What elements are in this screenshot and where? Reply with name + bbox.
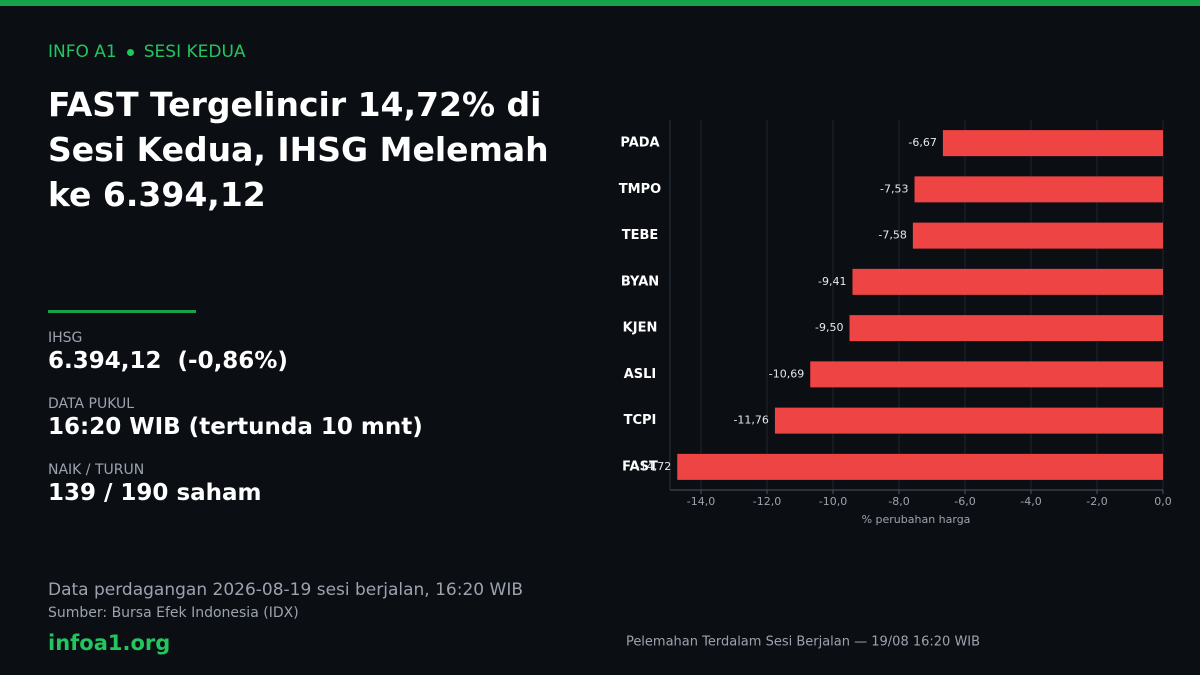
stat: NAIK / TURUN 139 / 190 saham: [48, 462, 262, 506]
bar: [677, 453, 1163, 480]
x-tick-label: -2,0: [1086, 495, 1107, 508]
x-axis-label: % perubahan harga: [862, 513, 971, 526]
source: Sumber: Bursa Efek Indonesia (IDX): [48, 605, 299, 621]
value-label: -7,53: [880, 182, 908, 195]
brand: INFO A1: [48, 42, 117, 62]
kicker: INFO A1 SESI KEDUA: [48, 42, 246, 62]
stat-value: 6.394,12 (-0,86%): [48, 348, 288, 374]
top-bar: [0, 0, 1200, 6]
category-label: PADA: [620, 136, 659, 151]
stat-label: DATA PUKUL: [48, 396, 135, 412]
stat-label: IHSG: [48, 330, 83, 346]
value-label: -9,41: [818, 275, 846, 288]
x-tick-label: -6,0: [954, 495, 975, 508]
chart-caption: Pelemahan Terdalam Sesi Berjalan — 19/08…: [626, 635, 980, 650]
x-tick-label: -10,0: [819, 495, 847, 508]
value-label: -11,76: [733, 414, 768, 427]
bar: [942, 130, 1163, 157]
x-tick-label: -12,0: [753, 495, 781, 508]
stat-value: 139 / 190 saham: [48, 480, 262, 506]
x-tick-label: 0,0: [1154, 495, 1172, 508]
separator-dot: [126, 48, 134, 56]
bar: [912, 222, 1163, 249]
stat: DATA PUKUL 16:20 WIB (tertunda 10 mnt): [48, 396, 423, 440]
stat-label: NAIK / TURUN: [48, 462, 145, 478]
stat-value: 16:20 WIB (tertunda 10 mnt): [48, 414, 423, 440]
bar: [849, 315, 1163, 342]
bar: [852, 268, 1163, 295]
value-label: -9,50: [815, 321, 843, 334]
x-tick-label: -14,0: [687, 495, 715, 508]
x-tick-label: -8,0: [888, 495, 909, 508]
category-label: KJEN: [623, 321, 658, 336]
category-label: FAST: [622, 459, 658, 474]
value-label: -6,67: [908, 136, 936, 149]
value-label: -14,72: [636, 460, 671, 473]
value-label: -10,69: [769, 367, 804, 380]
data-note: Data perdagangan 2026-08-19 sesi berjala…: [48, 580, 523, 600]
divider: [48, 310, 196, 313]
bar: [914, 176, 1163, 203]
value-label: -7,58: [878, 229, 906, 242]
headline: FAST Tergelincir 14,72% di Sesi Kedua, I…: [48, 85, 549, 214]
x-tick-label: -4,0: [1020, 495, 1041, 508]
category-label: TMPO: [619, 182, 661, 197]
bar: [810, 361, 1163, 388]
category-label: BYAN: [621, 274, 659, 289]
category-label: TCPI: [624, 413, 657, 428]
site-link: infoa1.org: [48, 631, 171, 655]
category-label: ASLI: [624, 367, 657, 382]
category-label: TEBE: [622, 228, 659, 243]
bar: [774, 407, 1163, 434]
section: SESI KEDUA: [143, 42, 246, 62]
stat: IHSG 6.394,12 (-0,86%): [48, 330, 288, 374]
